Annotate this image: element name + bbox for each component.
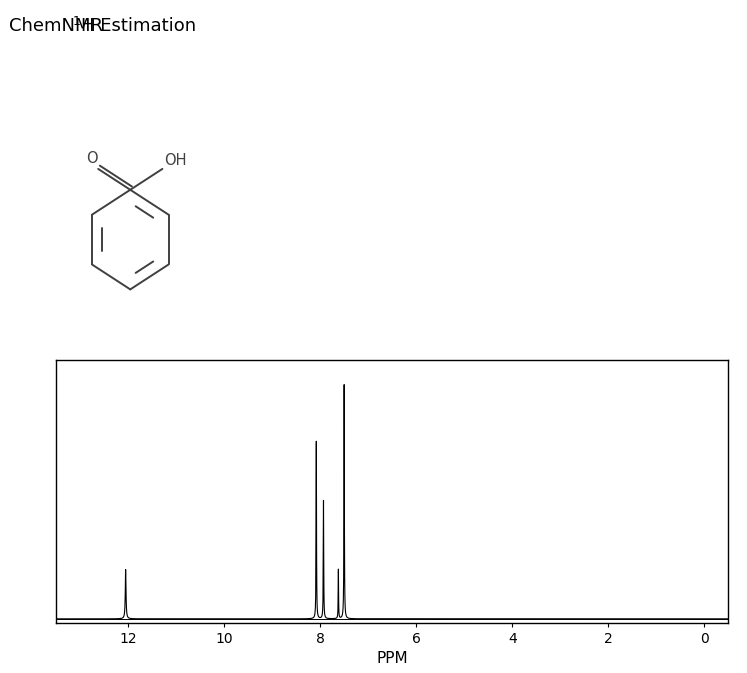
Text: ChemNMR: ChemNMR — [9, 17, 109, 35]
X-axis label: PPM: PPM — [376, 651, 408, 666]
Text: O: O — [86, 151, 97, 166]
Text: OH: OH — [164, 153, 187, 168]
Text: H Estimation: H Estimation — [81, 17, 196, 35]
Text: 1: 1 — [72, 15, 81, 28]
